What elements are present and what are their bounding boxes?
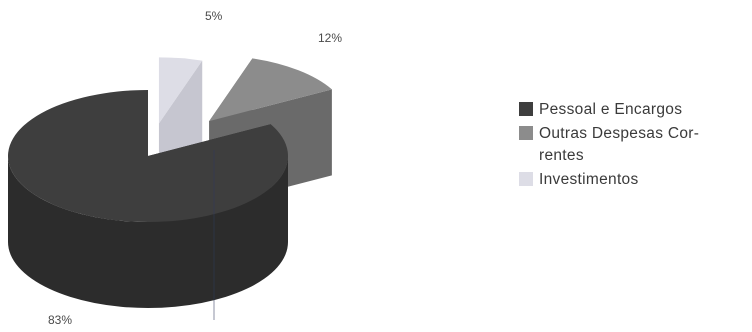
percent-label-investimentos: 5%: [205, 9, 223, 23]
legend-item-investimentos: Investimentos: [519, 169, 724, 191]
pie-slice-pessoal: [8, 90, 288, 308]
legend-label-outras: Outras Despesas Cor-rentes: [539, 125, 700, 164]
legend-swatch-outras: [519, 126, 533, 140]
legend-item-pessoal: Pessoal e Encargos: [519, 99, 724, 121]
pie-slice-investimentos-top: [158, 57, 203, 124]
percent-label-pessoal: 83%: [48, 313, 73, 327]
legend-swatch-pessoal: [519, 102, 533, 116]
legend-label-investimentos: Investimentos: [539, 171, 639, 188]
pie-slice-pessoal-top: [8, 90, 288, 223]
pie-slice-outras-top: [209, 58, 332, 122]
pie-slice-pessoal-outer-wall-0: [8, 156, 288, 308]
legend-item-outras: Outras Despesas Cor-rentes: [519, 123, 724, 167]
legend: Pessoal e Encargos Outras Despesas Cor-r…: [519, 99, 724, 193]
legend-swatch-investimentos: [519, 172, 533, 186]
legend-label-pessoal: Pessoal e Encargos: [539, 101, 683, 118]
percent-label-outras: 12%: [318, 31, 343, 45]
